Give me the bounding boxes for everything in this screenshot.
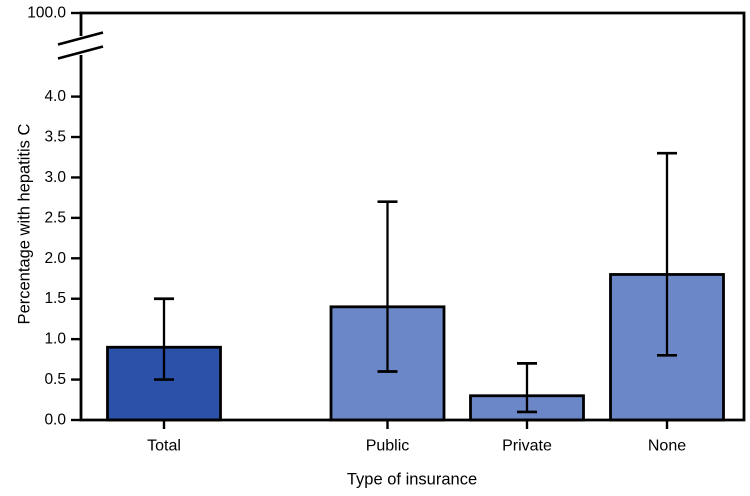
axis-break-slash-1 (57, 31, 104, 46)
y-tick-label: 3.5 (44, 129, 66, 146)
x-tick-label-none: None (648, 438, 686, 455)
axis-break-slash-2 (57, 45, 104, 60)
y-tick-label: 1.5 (44, 290, 66, 307)
y-tick-label: 4.0 (44, 88, 66, 105)
y-tick-label: 1.0 (44, 331, 66, 348)
x-axis-title: Type of insurance (346, 470, 478, 489)
y-tick-label: 2.5 (44, 209, 66, 226)
y-axis-title: Percentage with hepatitis C (15, 123, 34, 325)
x-tick-label-private: Private (502, 438, 552, 455)
y-tick-label-top: 100.0 (27, 5, 66, 22)
y-tick-label: 0.5 (44, 371, 66, 388)
plot-border (79, 11, 746, 422)
y-tick-label: 3.0 (44, 169, 66, 186)
y-tick-label: 0.0 (44, 412, 66, 429)
x-tick-label-total: Total (147, 438, 181, 455)
x-tick-label-public: Public (366, 438, 410, 455)
y-tick-label: 2.0 (44, 250, 66, 267)
